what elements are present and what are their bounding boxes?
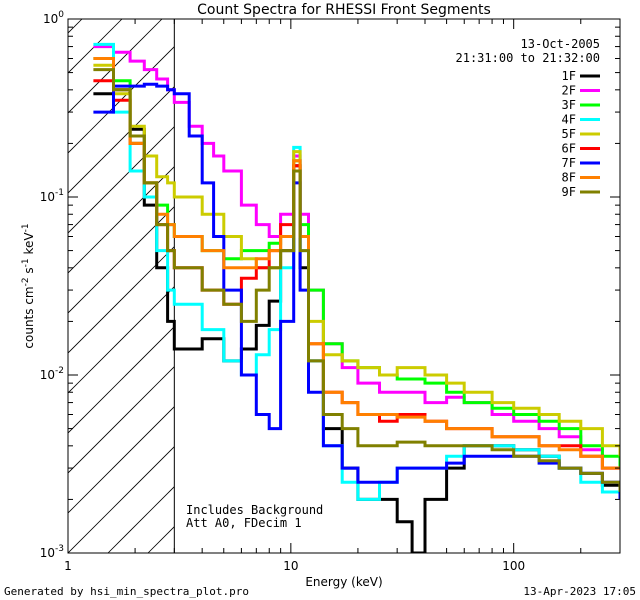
footer-generated-by: Generated by hsi_min_spectra_plot.pro	[4, 585, 249, 598]
hatch-lines	[0, 19, 640, 553]
hatch-line	[68, 86, 175, 194]
hatch-line	[68, 19, 123, 74]
y-tick-label: 10-3	[40, 544, 64, 560]
series-line-5f	[93, 63, 620, 457]
ylabel-end: keV	[22, 232, 36, 259]
hatch-line	[68, 206, 175, 314]
note-background: Includes Background	[186, 503, 323, 517]
y-axis-label: counts cm-2 s-1 keV-1	[21, 223, 36, 348]
chart-title: Count Spectra for RHESSI Front Segments	[197, 2, 491, 18]
x-tick-label: 100	[502, 559, 525, 573]
x-axis-label: Energy (keV)	[305, 575, 382, 589]
ylabel-exp-1: -2	[21, 277, 31, 286]
legend-label-2f: 2F	[562, 84, 576, 98]
ylabel-base: counts cm	[22, 286, 36, 348]
chart-time-range: 21:31:00 to 21:32:00	[456, 51, 601, 65]
legend-label-5f: 5F	[562, 127, 576, 141]
hatched-region	[0, 19, 640, 553]
hatch-line	[68, 286, 175, 394]
legend-label-9f: 9F	[562, 185, 576, 199]
hatch-line	[0, 19, 2, 553]
y-tick-label: 100	[43, 10, 64, 26]
hatch-line	[68, 126, 175, 234]
series-layer	[93, 42, 620, 553]
note-attenuator: Att A0, FDecim 1	[186, 516, 302, 530]
hatch-line	[68, 246, 175, 354]
chart-date: 13-Oct-2005	[521, 37, 600, 51]
hatch-line	[68, 446, 175, 553]
y-tick-label: 10-1	[40, 188, 64, 204]
x-axis-ticks: 1 10 100	[64, 19, 621, 573]
hatch-line	[68, 166, 175, 274]
hatch-line	[68, 366, 175, 474]
footer-timestamp: 13-Apr-2023 17:05	[523, 585, 636, 598]
x-tick-label: 10	[283, 559, 298, 573]
series-line-8f	[93, 57, 620, 470]
ylabel-mid: s	[22, 267, 36, 277]
hatch-line	[68, 19, 83, 34]
series-line-9f	[93, 68, 620, 492]
ylabel-exp-2: -1	[21, 258, 31, 267]
y-axis-ticks: 100 10-1 10-2 10-3	[40, 10, 620, 560]
legend-label-8f: 8F	[562, 171, 576, 185]
hatch-line	[68, 19, 163, 114]
hatch-line	[228, 19, 640, 553]
plot-frame	[67, 18, 621, 554]
y-tick-label: 10-2	[40, 366, 64, 382]
legend-label-6f: 6F	[562, 142, 576, 156]
x-tick-label: 1	[64, 559, 72, 573]
legend-label-7f: 7F	[562, 156, 576, 170]
legend-label-1f: 1F	[562, 69, 576, 83]
legend-label-4f: 4F	[562, 113, 576, 127]
ylabel-exp-3: -1	[21, 223, 31, 232]
legend-label-3f: 3F	[562, 98, 576, 112]
hatch-line	[68, 406, 175, 514]
